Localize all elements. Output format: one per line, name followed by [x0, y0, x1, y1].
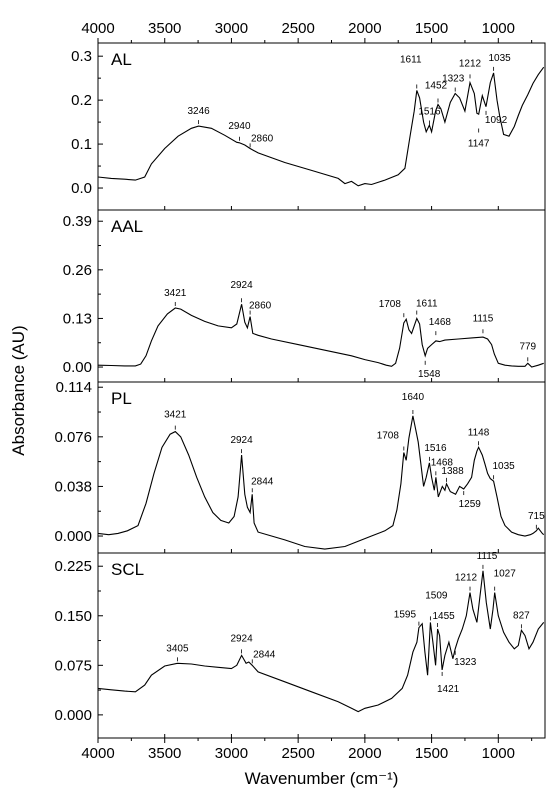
series-line-scl — [98, 570, 545, 713]
peak-label: 827 — [513, 610, 530, 621]
series-line-aal — [98, 304, 544, 368]
y-tick-label: 0.000 — [54, 707, 92, 724]
peak-label: 1388 — [441, 466, 464, 477]
x-tick-label: 1000 — [482, 745, 515, 762]
peak-label: 1259 — [459, 499, 482, 510]
panel-label: SCL — [111, 560, 144, 579]
panel-label: AAL — [111, 217, 143, 236]
series-line-al — [98, 66, 545, 187]
peak-label: 1516 — [418, 107, 441, 118]
top-x-tick-label: 3500 — [148, 20, 181, 37]
peak-label: 1595 — [394, 610, 417, 621]
peak-label: 1468 — [431, 457, 454, 468]
peak-label: 1115 — [473, 313, 494, 324]
y-tick-label: 0.00 — [63, 359, 92, 376]
top-x-tick-label: 4000 — [81, 20, 114, 37]
y-tick-label: 0.075 — [54, 657, 92, 674]
peak-label: 1092 — [485, 115, 508, 126]
panel-pl: 0.000 0.038 0.076 0.114 PL 3421 2924 2844 1708 16… — [54, 379, 546, 554]
y-tick-label: 0.150 — [54, 608, 92, 625]
panel-label: AL — [111, 50, 132, 69]
y-tick-label: 0.0 — [71, 180, 92, 197]
peak-label: 1148 — [468, 427, 490, 438]
y-tick-label: 0.114 — [56, 379, 92, 396]
peak-label: 1611 — [400, 54, 422, 65]
top-x-tick-label: 2000 — [348, 20, 381, 37]
peak-label: 1212 — [455, 573, 478, 584]
y-tick-label: 0.000 — [54, 528, 92, 545]
peak-label: 2844 — [253, 649, 276, 660]
x-tick-label: 2000 — [348, 745, 381, 762]
top-x-tick-label: 3000 — [215, 20, 248, 37]
peak-label: 1455 — [432, 611, 455, 622]
peak-label: 1468 — [429, 317, 452, 328]
peak-label: 715 — [528, 511, 545, 522]
y-tick-label: 0.3 — [71, 48, 92, 65]
peak-label: 1035 — [493, 461, 516, 472]
peak-label: 1147 — [468, 139, 490, 150]
y-tick-label: 0.26 — [63, 262, 92, 279]
peak-label: 1035 — [489, 53, 512, 64]
y-axis-title: Absorbance (AU) — [9, 325, 28, 455]
peak-label: 2940 — [228, 121, 251, 132]
y-tick-label: 0.076 — [54, 429, 92, 446]
panel-aal: 0.00 0.13 0.26 0.39 AAL 3421 2924 2860 1708 1611 1… — [63, 209, 546, 383]
peak-label: 2860 — [251, 133, 274, 144]
peak-label: 2924 — [230, 280, 253, 291]
peak-label: 3405 — [166, 643, 189, 654]
peak-label: 1708 — [379, 299, 402, 310]
series-line-pl — [98, 415, 545, 550]
peak-label: 1323 — [454, 657, 477, 668]
peak-label: 1548 — [418, 369, 441, 380]
panels: 0.00.10.20.3 AL32462940286016111516145213… — [54, 42, 546, 739]
peak-label: 2924 — [230, 633, 253, 644]
peak-label: 1708 — [377, 430, 400, 441]
peak-label: 1212 — [459, 58, 482, 69]
x-tick-label: 4000 — [81, 745, 114, 762]
peak-label: 2860 — [249, 301, 272, 312]
peak-label: 1452 — [425, 81, 448, 92]
peak-label: 2844 — [251, 476, 274, 487]
x-tick-label: 3000 — [215, 745, 248, 762]
x-tick-label: 1500 — [415, 745, 448, 762]
top-x-tick-label: 1500 — [415, 20, 448, 37]
top-x-tick-label: 2500 — [281, 20, 314, 37]
peak-label: 2924 — [230, 435, 253, 446]
peak-label: 1421 — [437, 684, 460, 695]
y-tick-label: 0.39 — [63, 213, 92, 230]
panel-frame — [97, 381, 546, 554]
peak-label: 779 — [519, 341, 536, 352]
x-tick-label: 2500 — [281, 745, 314, 762]
y-tick-label: 0.2 — [71, 92, 92, 109]
bottom-x-axis: 4000 3500 3000 2500 2000 1500 1000 — [81, 738, 533, 762]
y-tick-label: 0.038 — [54, 478, 92, 495]
x-axis-title: Wavenumber (cm⁻¹) — [245, 769, 399, 788]
top-x-tick-label: 1000 — [482, 20, 515, 37]
peak-label: 1611 — [416, 299, 438, 310]
panel-label: PL — [111, 389, 132, 408]
peak-label: 1640 — [402, 392, 425, 403]
peak-label: 1323 — [442, 74, 465, 85]
top-x-axis: 4000 3500 3000 2500 2000 1500 1000 — [81, 20, 533, 43]
peak-label: 3421 — [164, 410, 187, 421]
peak-label: 1115 — [477, 551, 498, 562]
peak-label: 3246 — [187, 106, 210, 117]
peak-label: 1516 — [424, 443, 447, 454]
x-tick-label: 3500 — [148, 745, 181, 762]
y-tick-label: 0.13 — [63, 310, 92, 327]
peak-label: 1027 — [494, 569, 517, 580]
peak-label: 1509 — [425, 590, 448, 601]
y-tick-label: 0.225 — [54, 558, 92, 575]
y-tick-label: 0.1 — [71, 136, 92, 153]
peak-label: 3421 — [164, 288, 187, 299]
panel-frame — [97, 552, 546, 739]
